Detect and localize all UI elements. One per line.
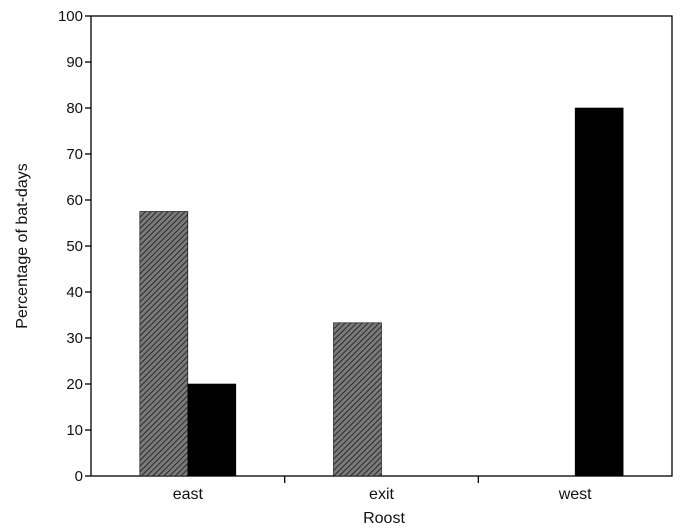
bar-east-series-1 xyxy=(139,211,189,477)
y-tick-label: 20 xyxy=(66,376,83,393)
y-tick-label: 50 xyxy=(66,238,83,255)
x-tick-label: exit xyxy=(369,486,394,503)
x-tick-label: west xyxy=(558,486,592,503)
y-tick-label: 80 xyxy=(66,100,83,117)
bars xyxy=(139,107,624,477)
y-tick-label: 90 xyxy=(66,54,83,71)
y-tick-label: 60 xyxy=(66,192,83,209)
y-axis-title: Percentage of bat-days xyxy=(14,163,31,328)
bar-exit-series-1 xyxy=(333,322,382,477)
x-axis-title: Roost xyxy=(363,510,405,527)
x-axis: east exit west xyxy=(173,476,592,503)
y-tick-label: 30 xyxy=(66,330,83,347)
y-tick-label: 100 xyxy=(58,8,83,25)
y-tick-label: 0 xyxy=(75,468,83,485)
bar-west-series-2 xyxy=(574,107,624,477)
bar-east-series-2 xyxy=(187,383,237,477)
y-tick-label: 10 xyxy=(66,422,83,439)
y-axis: 0 10 20 30 40 50 60 70 80 90 100 xyxy=(58,8,91,485)
x-tick-label: east xyxy=(173,486,204,503)
y-tick-label: 70 xyxy=(66,146,83,163)
y-tick-label: 40 xyxy=(66,284,83,301)
